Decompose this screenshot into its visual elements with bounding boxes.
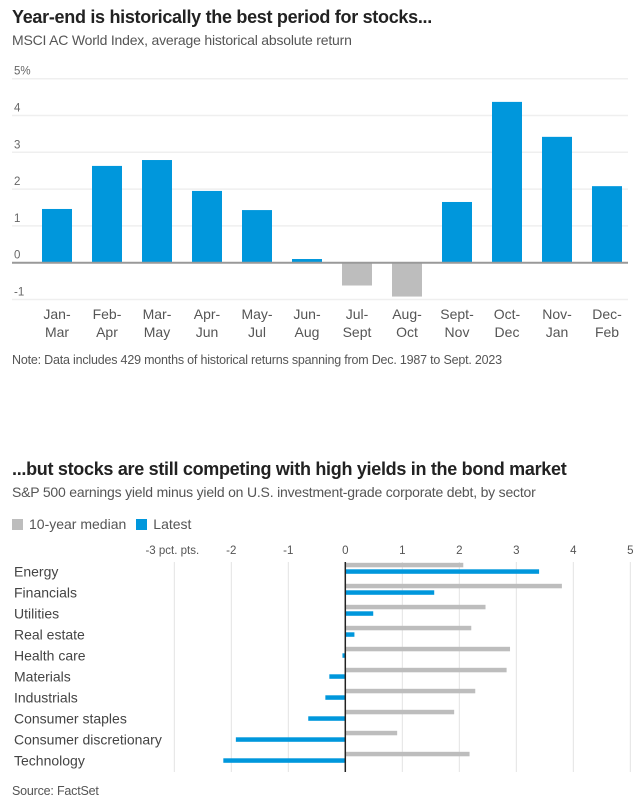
x-tick-label: Mar: [45, 324, 69, 340]
legend-swatch-latest: [136, 518, 148, 530]
x-tick-label: 0: [342, 545, 348, 557]
chart2-title: ...but stocks are still competing with h…: [12, 459, 567, 479]
x-tick-label: 4: [570, 545, 577, 557]
x-tick-label: Oct-: [494, 306, 521, 322]
x-tick-label: -1: [283, 545, 293, 557]
x-tick-label: Oct: [396, 324, 418, 340]
x-tick-label: Nov: [445, 324, 470, 340]
bar: [92, 165, 122, 263]
x-tick-label: Aug-: [392, 306, 422, 322]
x-tick-label: 3: [513, 545, 519, 557]
median-bar: [345, 751, 470, 757]
sector-label: Energy: [14, 563, 58, 579]
sector-bar-chart: -3 pct. pts. -2 -1 0 1 2 3 4 5 Energy Financials Ut…: [14, 545, 634, 772]
y-tick-label: 2: [14, 176, 20, 188]
x-tick-label: May: [144, 324, 170, 340]
chart1-title: Year-end is historically the best period…: [12, 7, 432, 27]
bar: [342, 262, 372, 286]
x-tick-label: Nov-: [542, 306, 572, 322]
chart2-subtitle: S&P 500 earnings yield minus yield on U.…: [12, 484, 536, 500]
y-tick-label: 1: [14, 213, 20, 225]
latest-bar: [308, 716, 346, 721]
bar: [292, 259, 322, 263]
bar: [42, 208, 72, 263]
x-tick-label: Feb-: [93, 306, 122, 322]
latest-bar: [345, 632, 355, 637]
x-tick-label: Mar-: [143, 306, 172, 322]
x-tick-label: Feb: [595, 324, 619, 340]
x-tick-label: Jan: [546, 324, 569, 340]
sector-label: Financials: [14, 584, 77, 600]
bar: [142, 160, 172, 263]
x-tick-label: Sept: [343, 324, 372, 340]
bar: [192, 190, 222, 263]
latest-bar: [325, 695, 346, 700]
y-tick-label: 0: [14, 250, 20, 262]
median-bar: [345, 562, 464, 568]
median-bar: [345, 730, 398, 736]
latest-bar: [235, 737, 346, 742]
bar: [542, 136, 572, 263]
sector-label: Consumer staples: [14, 710, 127, 726]
sector-label: Materials: [14, 668, 71, 684]
x-tick-label: -2: [226, 545, 236, 557]
y-tick-label: 4: [14, 103, 21, 115]
latest-bar: [345, 590, 435, 595]
x-tick-label: -3 pct. pts.: [145, 545, 199, 557]
legend-item-median: 10-year median: [12, 516, 126, 532]
x-tick-label: 1: [399, 545, 405, 557]
latest-bar: [223, 758, 346, 763]
bar: [242, 210, 272, 263]
sector-label: Real estate: [14, 626, 85, 642]
x-tick-label: Jun-: [293, 306, 321, 322]
legend-label-median: 10-year median: [29, 516, 127, 532]
latest-bar: [345, 611, 374, 616]
x-tick-label: Jan-: [43, 306, 71, 322]
median-bar: [345, 646, 511, 652]
bar: [442, 201, 472, 263]
sector-label: Consumer discretionary: [14, 731, 162, 747]
x-tick-label: Dec: [495, 324, 520, 340]
sector-label: Health care: [14, 647, 86, 663]
x-tick-label: Aug: [295, 324, 320, 340]
chart2-legend: 10-year median Latest: [12, 516, 201, 532]
median-bar: [345, 604, 486, 610]
sector-label: Utilities: [14, 605, 59, 621]
median-bar: [345, 583, 562, 589]
bar: [392, 262, 422, 297]
legend-item-latest: Latest: [136, 516, 191, 532]
median-bar: [345, 667, 507, 673]
bar: [592, 186, 622, 263]
x-tick-label: Apr: [96, 324, 118, 340]
latest-bar: [329, 674, 346, 679]
x-tick-label: Dec-: [592, 306, 622, 322]
y-tick-label: -1: [14, 287, 24, 299]
median-bar: [345, 709, 455, 715]
x-tick-label: Sept-: [440, 306, 474, 322]
x-tick-label: Jul-: [346, 306, 369, 322]
x-tick-label: 2: [456, 545, 462, 557]
x-tick-label: Jul: [248, 324, 266, 340]
sector-label: Industrials: [14, 689, 78, 705]
x-tick-label: Jun: [196, 324, 219, 340]
latest-bar: [345, 569, 540, 574]
chart2-source: Source: FactSet: [12, 784, 99, 798]
chart1-subtitle: MSCI AC World Index, average historical …: [12, 32, 352, 48]
x-tick-label: May-: [241, 306, 272, 322]
chart1-note: Note: Data includes 429 months of histor…: [12, 353, 502, 367]
y-tick-label: 5%: [14, 66, 31, 78]
legend-swatch-median: [12, 518, 23, 530]
median-bar: [345, 688, 476, 694]
x-tick-label: Apr-: [194, 306, 221, 322]
latest-bar: [342, 653, 346, 658]
bar: [492, 101, 522, 263]
x-tick-label: 5: [627, 545, 633, 557]
column-chart: 5% 4 3 2 1 0 -1 Jan- Mar Feb- Apr Mar- May Apr- Jun May…: [12, 66, 628, 340]
sector-label: Technology: [14, 752, 85, 768]
legend-label-latest: Latest: [153, 516, 192, 532]
median-bar: [345, 625, 472, 631]
y-tick-label: 3: [14, 139, 20, 151]
